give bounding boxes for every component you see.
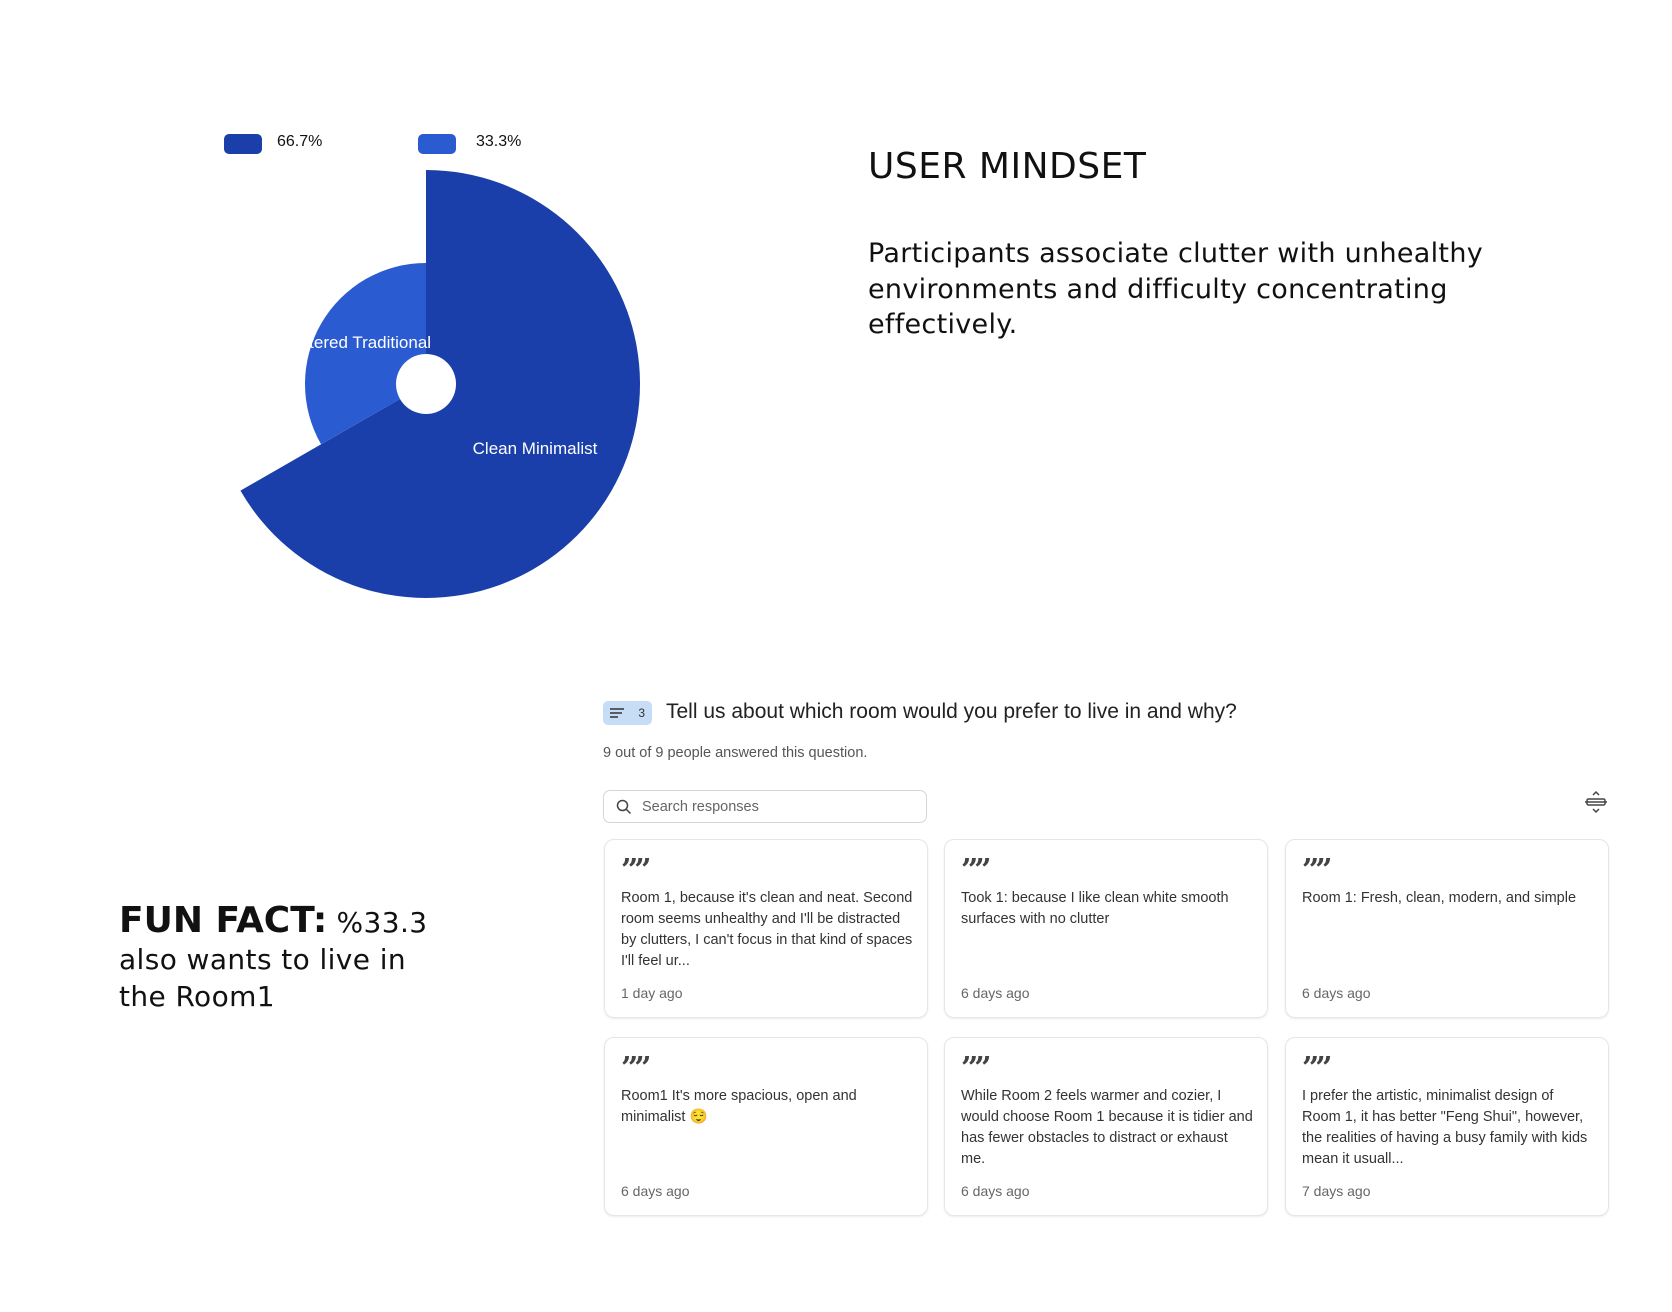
section-title: USER MINDSET <box>868 146 1147 187</box>
response-text: While Room 2 feels warmer and cozier, I … <box>961 1088 1253 1167</box>
fun-fact: FUN FACT: %33.3 also wants to live in th… <box>119 902 459 1015</box>
question-badge: 3 <box>603 701 652 725</box>
legend-swatch-cluttered-traditional <box>418 134 456 154</box>
response-time: 7 days ago <box>1302 1183 1371 1199</box>
search-box[interactable] <box>603 790 927 823</box>
response-time: 1 day ago <box>621 985 683 1001</box>
section-body: Participants associate clutter with unhe… <box>868 238 1484 340</box>
fun-fact-value: %33.3 <box>336 906 428 939</box>
answered-count: 9 out of 9 people answered this question… <box>603 745 868 761</box>
legend-label-cluttered-traditional: 33.3% <box>476 133 522 150</box>
search-icon <box>616 799 632 814</box>
response-text: Room1 It's more spacious, open and minim… <box>621 1088 857 1125</box>
response-time: 6 days ago <box>1302 985 1371 1001</box>
pie-slice-clean-minimalist <box>240 170 640 598</box>
question-number: 3 <box>638 706 645 720</box>
response-time: 6 days ago <box>621 1183 690 1199</box>
pie-label-clean-minimalist: Clean Minimalist <box>473 439 598 458</box>
legend-swatch-clean-minimalist <box>224 134 262 154</box>
search-input[interactable] <box>640 797 904 816</box>
response-time: 6 days ago <box>961 1183 1030 1199</box>
pie-slice-cluttered-traditional <box>305 263 426 445</box>
legend-label-clean-minimalist: 66.7% <box>277 133 323 150</box>
expand-collapse-icon[interactable] <box>1584 790 1608 814</box>
quote-icon: ”” <box>621 853 651 888</box>
fun-fact-text: also wants to live in the Room1 <box>119 943 407 1013</box>
quote-icon: ”” <box>961 853 991 888</box>
text-lines-icon <box>610 708 624 718</box>
quote-icon: ”” <box>1302 1051 1332 1086</box>
pie-chart: Clean Minimalist Cluttered Traditional <box>240 170 640 598</box>
quote-icon: ”” <box>961 1051 991 1086</box>
response-card[interactable]: ”” Room 1, because it's clean and neat. S… <box>604 839 928 1018</box>
response-card[interactable]: ”” Room 1: Fresh, clean, modern, and simp… <box>1285 839 1609 1018</box>
response-card[interactable]: ”” While Room 2 feels warmer and cozier, … <box>944 1037 1268 1216</box>
quote-icon: ”” <box>621 1051 651 1086</box>
quote-icon: ”” <box>1302 853 1332 888</box>
fun-fact-label: FUN FACT: <box>119 900 328 941</box>
response-text: Room 1, because it's clean and neat. Sec… <box>621 890 913 969</box>
pie-label-cluttered-traditional: Cluttered Traditional <box>279 333 431 352</box>
response-time: 6 days ago <box>961 985 1030 1001</box>
question-title: Tell us about which room would you prefe… <box>666 700 1237 723</box>
response-card[interactable]: ”” Room1 It's more spacious, open and min… <box>604 1037 928 1216</box>
response-card[interactable]: ”” I prefer the artistic, minimalist desi… <box>1285 1037 1609 1216</box>
response-card[interactable]: ”” Took 1: because I like clean white smo… <box>944 839 1268 1018</box>
response-text: Took 1: because I like clean white smoot… <box>961 890 1229 927</box>
response-text: I prefer the artistic, minimalist design… <box>1302 1088 1588 1167</box>
response-text: Room 1: Fresh, clean, modern, and simple <box>1302 890 1577 906</box>
